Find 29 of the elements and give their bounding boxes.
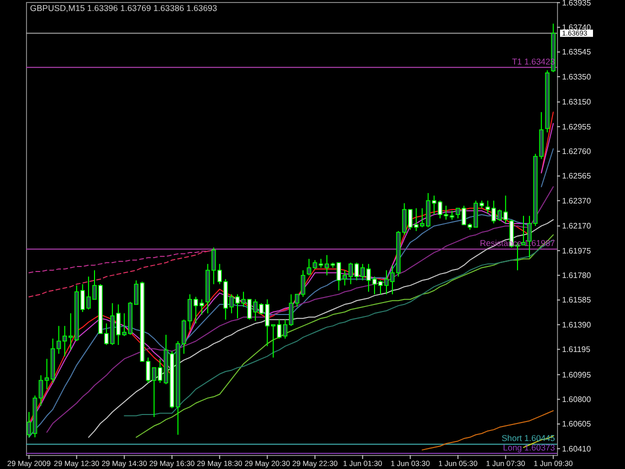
candlestick — [521, 215, 526, 246]
y-tick-label: 1.60410 — [562, 444, 592, 454]
y-tick-label: 1.62760 — [562, 146, 592, 156]
chart-title: GBPUSD,M15 1.63396 1.63769 1.63386 1.63693 — [30, 3, 218, 13]
y-tick-label: 1.61195 — [562, 344, 591, 354]
candlestick — [235, 294, 240, 319]
y-tick-label: 1.60995 — [562, 370, 592, 380]
y-tick-label: 1.63350 — [562, 72, 592, 82]
y-tick-label: 1.63935 — [562, 0, 592, 8]
candlestick — [92, 270, 97, 300]
candlestick — [378, 280, 383, 295]
y-tick-label: 1.62170 — [562, 222, 592, 231]
y-tick-label: 1.62955 — [562, 122, 592, 132]
line-series — [422, 410, 554, 450]
y-tick-label: 1.60605 — [562, 420, 592, 429]
y-tick-label: 1.63545 — [562, 48, 592, 57]
y-tick-label: 1.61975 — [562, 246, 592, 256]
y-tick-label: 1.61585 — [562, 296, 592, 305]
y-tick-label: 1.62565 — [562, 172, 592, 181]
candlestick — [306, 258, 312, 276]
y-tick-label: 1.62370 — [562, 196, 592, 206]
line-series — [28, 250, 214, 298]
y-tick-label: 1.61390 — [562, 320, 592, 330]
y-tick-label: 1.61780 — [562, 270, 592, 280]
ref-line-label: Long 1.60373 — [503, 442, 556, 452]
line-series — [46, 186, 554, 433]
y-tick-label: 1.60800 — [562, 394, 592, 404]
y-tick-label: 1.63150 — [562, 98, 592, 107]
line-series — [124, 239, 554, 416]
